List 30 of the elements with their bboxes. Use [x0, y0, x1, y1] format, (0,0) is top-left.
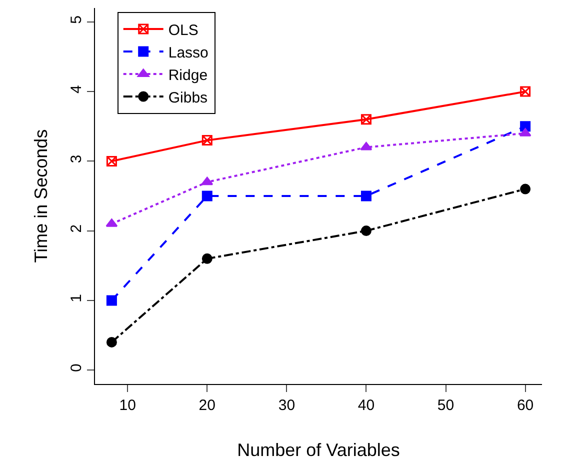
- x-tick-label: 10: [119, 397, 136, 414]
- x-tick-label: 30: [278, 397, 296, 414]
- x-tick-label: 20: [198, 397, 216, 414]
- x-tick-label: 50: [437, 397, 454, 414]
- point: [360, 190, 372, 202]
- x-axis-title: Number of Variables: [237, 440, 400, 460]
- point: [520, 184, 531, 194]
- legend-label: Ridge: [168, 66, 208, 84]
- point: [106, 336, 117, 348]
- legend-label: Lasso: [168, 44, 208, 62]
- y-tick-label: 3: [68, 154, 85, 164]
- x-tick-label: 40: [358, 397, 375, 414]
- point: [202, 253, 212, 264]
- point: [360, 226, 372, 236]
- point: [360, 114, 372, 125]
- point: [106, 156, 117, 166]
- legend-label: Gibbs: [168, 89, 208, 106]
- legend-label: OLS: [168, 22, 198, 39]
- point: [201, 176, 214, 186]
- point: [106, 295, 117, 306]
- x-tick-label: 60: [516, 397, 534, 414]
- point: [202, 190, 212, 202]
- y-tick-label: 1: [68, 294, 85, 302]
- y-tick-label: 2: [68, 224, 85, 233]
- point: [202, 135, 212, 146]
- point: [520, 86, 531, 97]
- y-axis-title: Time in Seconds: [31, 129, 52, 263]
- y-tick-label: 4: [68, 85, 85, 94]
- y-tick-label: 5: [68, 16, 85, 24]
- y-tick-label: 0: [68, 364, 85, 372]
